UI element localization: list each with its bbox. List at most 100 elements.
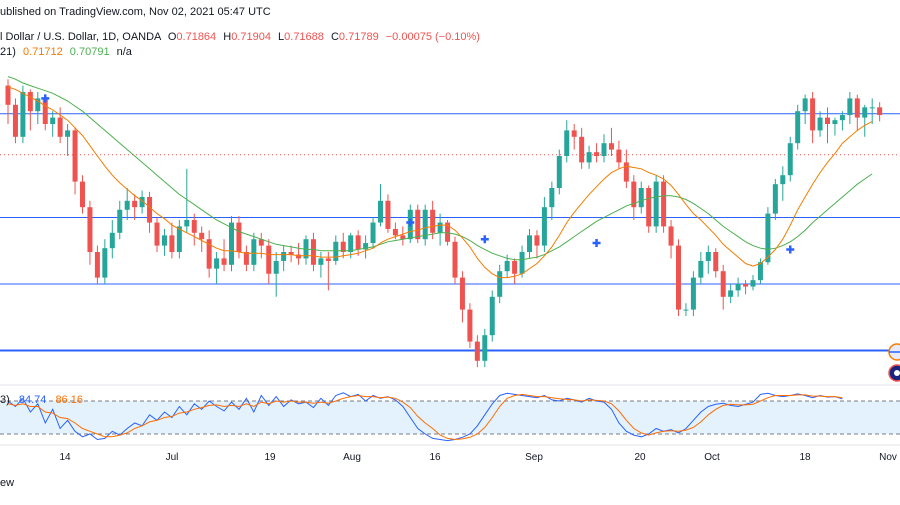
candle [772,179,778,220]
candle-body [527,235,532,252]
candle [154,217,160,252]
candle-body [288,252,294,255]
candle [80,175,85,214]
x-tick-label: 20 [634,452,646,463]
candle [787,136,793,182]
candle-body [147,196,153,223]
candle [65,124,71,156]
candle-body [445,222,451,242]
candle [176,220,182,259]
candle [191,213,197,246]
candle [728,284,734,304]
candle [616,140,622,169]
candle-body [616,149,622,163]
xticks-layer: 14 Jul 19 Aug 16 Sep 20 Oct 18 Nov [59,452,896,463]
candle-body [340,241,346,252]
ma1-value: 0.71712 [22,46,63,58]
markers-layer [41,94,795,254]
ohlc-line: l Dollar / U.S. Dollar, 1D, OANDA O0.718… [0,31,480,43]
candle [534,230,540,259]
ma-fast-line [7,86,873,279]
candle [303,235,309,265]
stoch-layer [0,392,900,442]
candle-body [802,98,808,112]
candle [12,98,18,144]
l-label: L [278,31,285,43]
candle-body [594,152,600,156]
candle [608,127,614,156]
candle-body [206,239,212,269]
symbol-text: l Dollar / U.S. Dollar, 1D, OANDA [0,31,161,43]
candle [258,232,264,259]
candle [735,277,741,297]
candle [236,216,242,259]
candle-body [877,107,883,116]
candle-body [266,245,272,274]
candle [35,92,41,124]
x-tick-label: 19 [264,452,276,463]
candle-body [817,117,823,131]
candle [638,181,644,214]
candle-body [184,220,190,227]
ma-slow-line [7,76,873,261]
signal-cross-icon [41,94,50,103]
candle [668,220,674,259]
candle [869,98,875,124]
candle-body [72,130,78,182]
stoch-prefix: 3) [0,394,10,406]
candle [459,271,465,323]
candle [169,222,175,259]
candle [310,232,316,272]
candle-body [698,260,704,278]
candle-body [117,209,123,233]
candle [370,217,376,249]
candle-body [661,181,667,227]
candle [631,175,637,220]
candle-body [258,239,264,246]
stoch-d-line [7,393,843,441]
candle-body [735,284,741,291]
published-line: ublished on TradingView.com, Nov 02, 202… [0,6,271,18]
candle-body [780,175,786,185]
ma2-value: 0.70791 [69,46,110,58]
c-label: C [330,31,339,43]
candle-body [534,235,540,246]
candle [862,104,868,137]
candle [340,232,346,259]
candle-body [363,243,369,250]
candle-body [199,232,205,240]
candle [564,120,570,163]
candle-body [638,188,644,208]
candle [27,89,33,131]
signal-cross-icon [406,218,415,227]
candle-body [556,156,562,188]
candle [20,85,26,144]
candle-body [772,184,778,214]
candle [795,104,801,150]
candle [541,196,547,252]
candle [519,245,525,278]
candle-body [94,252,100,278]
candle [385,194,391,233]
candle-body [519,252,525,274]
candle-body [65,130,71,137]
candle [512,258,518,284]
candle-body [27,92,33,112]
candle [57,107,63,144]
o-value: 0.71864 [176,31,217,43]
flag-icon[interactable] [888,343,900,361]
candle [132,194,138,220]
signal-cross-icon [592,239,601,248]
stoch-d-value: 86.16 [55,394,83,406]
h-label: H [223,31,232,43]
flag-icon-2[interactable] [888,364,900,382]
stoch-k-line [7,392,843,442]
candle [854,94,860,131]
candle-body [370,222,376,244]
candle-body [318,258,324,265]
candle [497,264,503,304]
candle-body [564,130,570,156]
candle-body [787,143,793,176]
candle [757,258,763,284]
